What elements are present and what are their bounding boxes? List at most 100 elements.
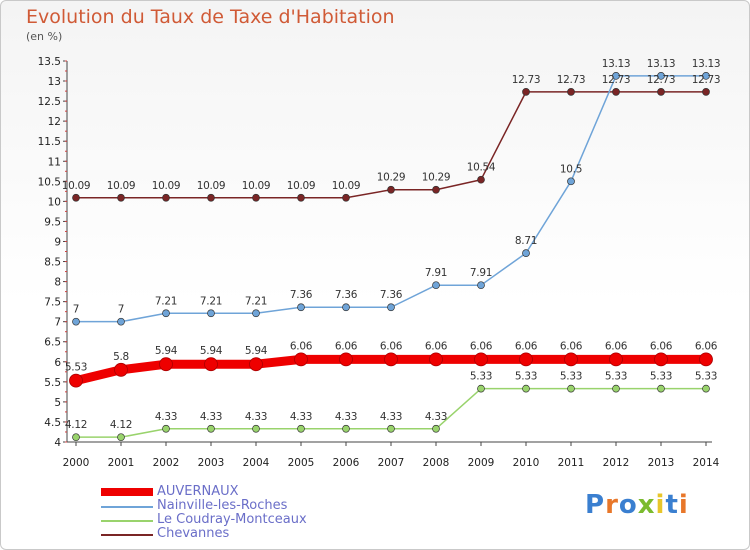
logo-letter: i xyxy=(655,490,666,520)
data-label: 4.33 xyxy=(335,411,357,423)
data-label: 5.53 xyxy=(65,362,87,374)
x-tick-label: 2011 xyxy=(558,457,585,469)
y-tick-label: 8.5 xyxy=(44,257,61,269)
logo-letter: o xyxy=(618,490,638,520)
data-point xyxy=(702,384,710,393)
y-tick-label: 5 xyxy=(54,397,61,409)
data-label: 10.09 xyxy=(197,180,226,192)
data-point xyxy=(477,175,485,184)
data-point xyxy=(432,281,440,290)
data-point xyxy=(567,88,575,96)
x-tick-label: 2004 xyxy=(243,457,270,469)
data-point xyxy=(162,193,170,202)
x-tick-label: 2009 xyxy=(468,457,495,469)
data-point xyxy=(117,433,125,442)
legend-label: Nainville-les-Roches xyxy=(157,498,288,513)
data-point xyxy=(564,352,578,367)
x-tick-label: 2010 xyxy=(513,457,540,469)
data-label: 6.06 xyxy=(425,340,448,352)
data-label: 10.09 xyxy=(107,180,136,192)
data-label: 7.21 xyxy=(155,295,177,307)
data-label: 6.06 xyxy=(290,340,313,352)
data-point xyxy=(567,384,575,393)
data-label: 4.33 xyxy=(200,411,222,423)
legend-label: Chevannes xyxy=(157,526,230,541)
data-label: 12.73 xyxy=(602,74,631,86)
data-label: 5.33 xyxy=(560,371,582,383)
data-label: 13.13 xyxy=(647,58,676,70)
data-label: 4.33 xyxy=(380,411,402,423)
data-point xyxy=(204,357,218,372)
data-label: 10.09 xyxy=(242,180,271,192)
data-label: 8.71 xyxy=(515,235,537,247)
data-label: 6.06 xyxy=(560,340,583,352)
data-label: 10.29 xyxy=(422,172,451,184)
data-point xyxy=(657,88,665,96)
data-point xyxy=(69,373,83,388)
data-label: 5.8 xyxy=(113,351,129,363)
chart-unit-label: (en %) xyxy=(26,30,63,43)
data-label: 4.33 xyxy=(290,411,312,423)
x-tick-label: 2013 xyxy=(648,457,675,469)
y-tick-label: 11 xyxy=(48,156,61,168)
data-label: 12.73 xyxy=(557,74,586,86)
data-point xyxy=(252,424,260,433)
x-tick-label: 2014 xyxy=(693,457,720,469)
data-point xyxy=(657,384,665,393)
y-tick-label: 7.5 xyxy=(44,297,61,309)
x-tick-label: 2003 xyxy=(198,457,225,469)
data-point xyxy=(432,185,440,194)
data-point xyxy=(162,309,170,318)
data-point xyxy=(342,193,350,202)
data-point xyxy=(522,88,530,96)
logo-letter: i xyxy=(678,490,689,520)
legend-swatch xyxy=(101,534,153,536)
x-tick-label: 2012 xyxy=(603,457,630,469)
x-tick-label: 2005 xyxy=(288,457,315,469)
data-label: 4.33 xyxy=(155,411,177,423)
legend-swatch xyxy=(101,506,153,508)
y-tick-label: 11.5 xyxy=(38,136,61,148)
x-tick-label: 2006 xyxy=(333,457,360,469)
chart-title: Evolution du Taux de Taxe d'Habitation xyxy=(26,6,395,28)
data-point xyxy=(252,309,260,318)
data-point xyxy=(252,193,260,202)
x-tick-label: 2000 xyxy=(63,457,90,469)
data-point xyxy=(522,384,530,393)
data-point xyxy=(387,303,395,312)
y-tick-label: 9 xyxy=(54,236,61,248)
data-point xyxy=(387,185,395,194)
data-label: 7.21 xyxy=(245,295,267,307)
data-label: 10.09 xyxy=(332,180,361,192)
data-point xyxy=(702,71,710,80)
data-label: 5.33 xyxy=(470,371,492,383)
data-point xyxy=(342,424,350,433)
data-point xyxy=(567,177,575,186)
data-point xyxy=(342,303,350,312)
legend-label: AUVERNAUX xyxy=(157,484,239,499)
y-tick-label: 6.5 xyxy=(44,337,61,349)
data-label: 6.06 xyxy=(380,340,403,352)
y-tick-label: 6 xyxy=(54,357,61,369)
data-label: 7.36 xyxy=(290,289,313,301)
data-point xyxy=(207,424,215,433)
y-tick-label: 4.5 xyxy=(44,417,61,429)
y-tick-label: 13.5 xyxy=(38,56,61,68)
logo-letter: x xyxy=(637,490,656,520)
data-label: 7.21 xyxy=(200,295,222,307)
legend-swatch xyxy=(101,488,153,496)
proxiti-logo: Proxiti xyxy=(585,490,689,520)
data-label: 5.94 xyxy=(155,345,178,357)
data-label: 5.33 xyxy=(650,371,672,383)
data-label: 10.09 xyxy=(287,180,316,192)
data-point xyxy=(702,88,710,96)
data-label: 5.94 xyxy=(200,345,223,357)
y-tick-label: 10 xyxy=(48,196,61,208)
logo-letter: P xyxy=(585,490,606,520)
data-point xyxy=(294,352,308,367)
data-label: 10.09 xyxy=(62,180,91,192)
data-label: 5.94 xyxy=(245,345,268,357)
data-point xyxy=(72,317,80,326)
legend-swatch xyxy=(101,520,153,522)
